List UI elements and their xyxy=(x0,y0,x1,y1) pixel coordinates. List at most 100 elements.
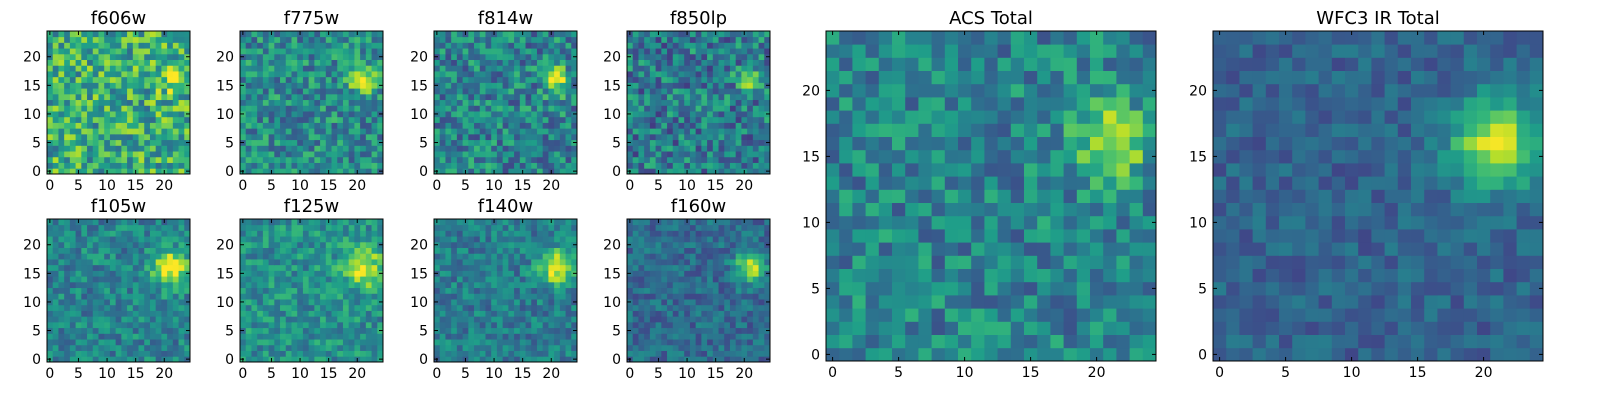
heatmap-cell xyxy=(542,53,549,60)
heatmap-cell xyxy=(559,276,566,283)
heatmap-cell xyxy=(127,36,134,43)
heatmap-cell xyxy=(632,350,639,357)
heatmap-cell xyxy=(98,31,105,38)
heatmap-cell xyxy=(371,219,378,226)
heatmap-cell xyxy=(638,333,645,340)
heatmap-cell xyxy=(172,128,179,135)
heatmap-cell xyxy=(479,327,486,334)
heatmap-cell xyxy=(308,65,315,72)
heatmap-cell xyxy=(155,151,162,158)
heatmap-cell xyxy=(149,82,157,89)
heatmap-cell xyxy=(331,133,338,141)
heatmap-cell xyxy=(514,156,521,163)
heatmap-cell xyxy=(371,333,378,340)
heatmap-cell xyxy=(735,116,742,123)
heatmap-cell xyxy=(240,293,247,300)
heatmap-cell xyxy=(672,139,679,146)
heatmap-cell xyxy=(474,42,481,49)
heatmap-cell xyxy=(149,111,157,118)
heatmap-cell xyxy=(87,241,94,248)
heatmap-cell xyxy=(132,241,139,248)
heatmap-cell xyxy=(747,116,754,123)
heatmap-cell xyxy=(672,88,679,95)
heatmap-cell xyxy=(712,339,719,346)
heatmap-cell xyxy=(519,224,526,231)
heatmap-cell xyxy=(747,53,754,60)
heatmap-cell xyxy=(695,65,702,72)
heatmap-cell xyxy=(627,128,634,135)
heatmap-cell xyxy=(531,247,538,254)
heatmap-cell xyxy=(365,42,372,49)
heatmap-cell xyxy=(525,31,532,38)
heatmap-cell xyxy=(144,76,151,83)
heatmap-cell xyxy=(184,344,191,351)
heatmap-cell xyxy=(684,111,691,118)
heatmap-cell xyxy=(297,224,304,231)
heatmap-cell xyxy=(314,105,321,112)
heatmap-cell xyxy=(434,321,441,329)
heatmap-cell xyxy=(280,356,287,363)
heatmap-cell xyxy=(468,304,475,311)
heatmap-cell xyxy=(747,151,754,158)
heatmap-cell xyxy=(251,276,258,283)
heatmap-cell xyxy=(274,42,281,49)
heatmap-cell xyxy=(302,99,310,106)
heatmap-cell xyxy=(496,111,504,118)
heatmap-cell xyxy=(138,230,145,237)
heatmap-cell xyxy=(92,42,99,49)
heatmap-cell xyxy=(172,224,179,231)
heatmap-cell xyxy=(764,339,771,346)
heatmap-cell xyxy=(251,111,258,118)
heatmap-cell xyxy=(285,293,292,300)
heatmap-cell xyxy=(245,270,252,277)
heatmap-cell xyxy=(178,253,185,260)
heatmap-cell xyxy=(251,31,258,38)
heatmap-cell xyxy=(678,333,685,340)
heatmap-cell xyxy=(712,93,719,101)
heatmap-cell xyxy=(678,99,685,106)
heatmap-cell xyxy=(144,241,151,248)
heatmap-cell xyxy=(144,111,151,118)
heatmap-cell xyxy=(542,151,549,158)
heatmap-cell xyxy=(325,93,332,101)
heatmap-cell xyxy=(87,350,94,357)
heatmap-cell xyxy=(496,93,504,101)
heatmap-cell xyxy=(434,76,441,83)
heatmap-cell xyxy=(474,139,481,146)
heatmap-cell xyxy=(257,76,264,83)
heatmap-cell xyxy=(695,71,702,78)
heatmap-cell xyxy=(52,327,59,334)
heatmap-cell xyxy=(434,59,441,66)
heatmap-cell xyxy=(87,299,94,306)
heatmap-cell xyxy=(479,253,486,260)
heatmap-cell xyxy=(718,299,725,306)
heatmap-cell xyxy=(291,93,298,101)
heatmap-cell xyxy=(764,133,771,141)
heatmap-cell xyxy=(245,76,252,83)
heatmap-cell xyxy=(718,99,725,106)
heatmap-cell xyxy=(729,53,737,60)
heatmap-cell xyxy=(479,105,486,112)
heatmap-cell xyxy=(92,333,99,340)
heatmap-cell xyxy=(468,264,475,271)
heatmap-cell xyxy=(672,71,679,78)
heatmap-cell xyxy=(149,93,157,101)
heatmap-cell xyxy=(121,219,128,226)
heatmap-cell xyxy=(752,287,759,294)
heatmap-cell xyxy=(514,59,521,66)
heatmap-cell xyxy=(149,36,157,43)
heatmap-cell xyxy=(47,42,54,49)
heatmap-cell xyxy=(69,88,76,95)
heatmap-cell xyxy=(87,151,94,158)
heatmap-cell xyxy=(655,116,662,123)
heatmap-cell xyxy=(115,133,122,141)
heatmap-cell xyxy=(280,230,287,237)
heatmap-cell xyxy=(262,310,269,317)
heatmap-cell xyxy=(724,310,731,317)
heatmap-cell xyxy=(354,53,361,60)
heatmap-cell xyxy=(58,299,65,306)
heatmap-cell xyxy=(462,59,469,66)
heatmap-cell xyxy=(262,264,269,271)
heatmap-cell xyxy=(75,116,82,123)
heatmap-cell xyxy=(291,65,298,72)
